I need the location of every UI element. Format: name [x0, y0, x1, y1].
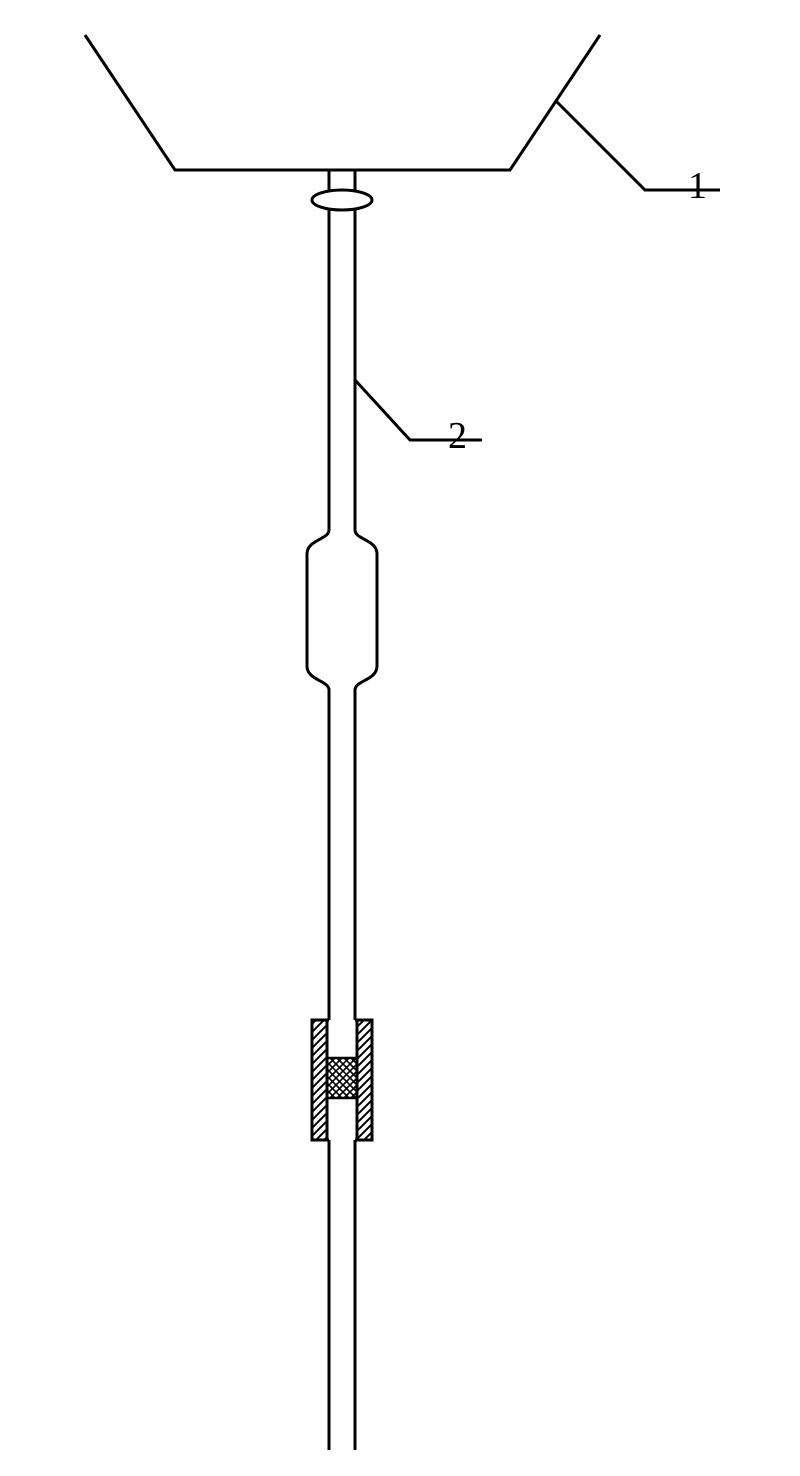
- bulb: [307, 530, 377, 690]
- tube: [329, 170, 355, 1450]
- label-2: 2: [448, 415, 467, 457]
- leader-lines: [355, 100, 720, 440]
- label-1: 1: [688, 165, 707, 207]
- diagram-svg: 1 2: [0, 0, 800, 1476]
- filter-housing: [312, 1020, 372, 1140]
- connector-flange: [312, 190, 372, 210]
- funnel: [85, 35, 600, 170]
